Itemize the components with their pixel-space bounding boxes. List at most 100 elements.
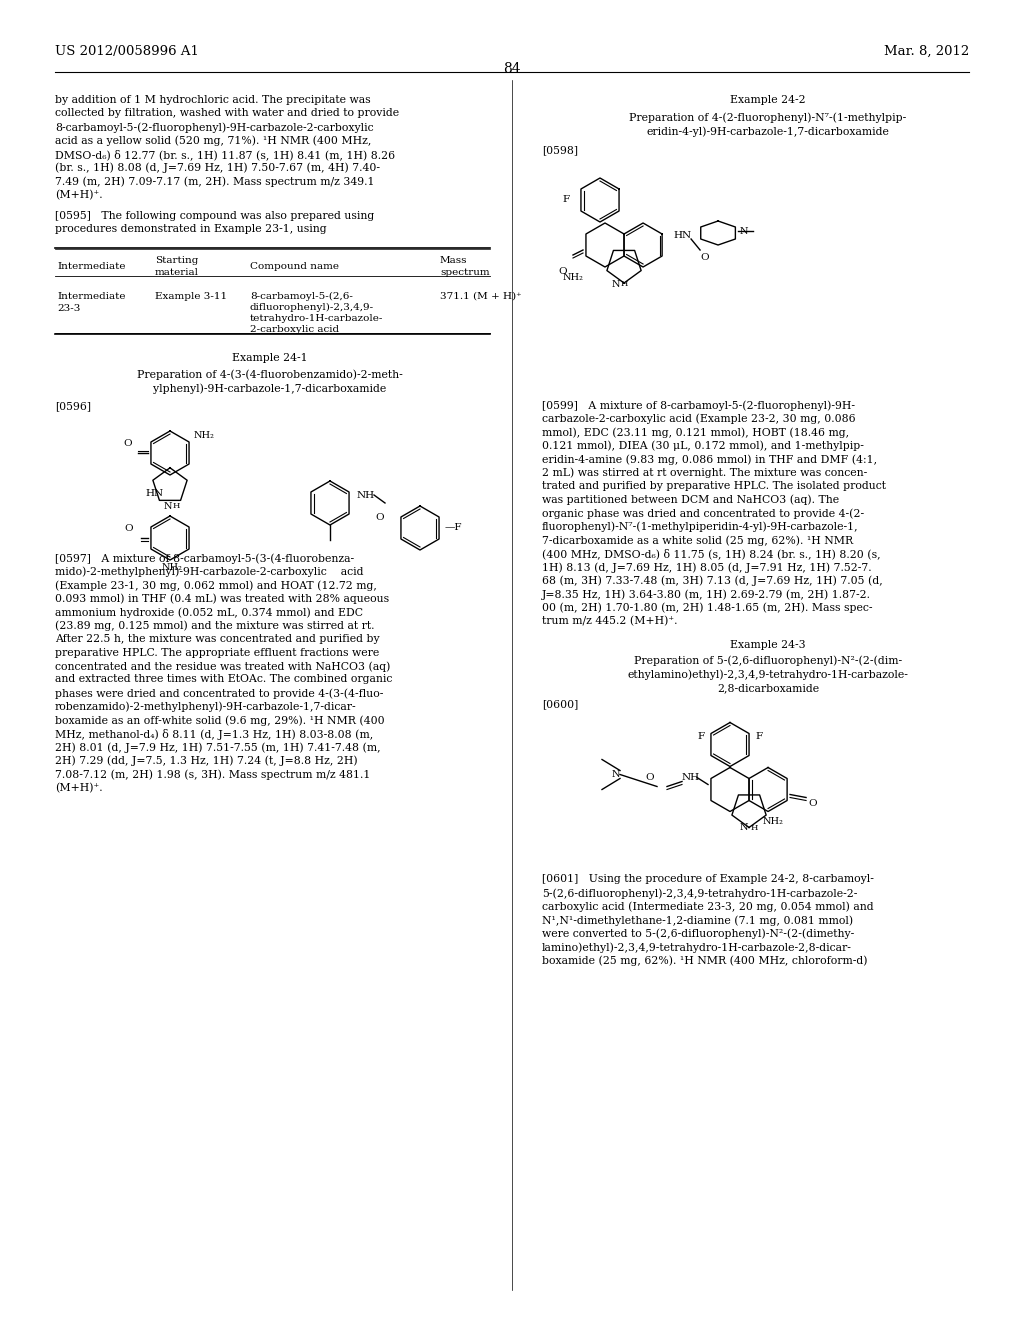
Text: fluorophenyl)-N⁷-(1-methylpiperidin-4-yl)-9H-carbazole-1,: fluorophenyl)-N⁷-(1-methylpiperidin-4-yl… bbox=[542, 521, 859, 532]
Text: 0.121 mmol), DIEA (30 μL, 0.172 mmol), and 1-methylpip-: 0.121 mmol), DIEA (30 μL, 0.172 mmol), a… bbox=[542, 441, 864, 451]
Text: [0595]   The following compound was also prepared using: [0595] The following compound was also p… bbox=[55, 211, 374, 220]
Text: were converted to 5-(2,6-difluorophenyl)-N²-(2-(dimethy-: were converted to 5-(2,6-difluorophenyl)… bbox=[542, 928, 854, 939]
Text: Example 3-11: Example 3-11 bbox=[155, 292, 227, 301]
Text: Mar. 8, 2012: Mar. 8, 2012 bbox=[884, 45, 969, 58]
Text: 7.08-7.12 (m, 2H) 1.98 (s, 3H). Mass spectrum m/z 481.1: 7.08-7.12 (m, 2H) 1.98 (s, 3H). Mass spe… bbox=[55, 770, 371, 780]
Text: DMSO-d₆) δ 12.77 (br. s., 1H) 11.87 (s, 1H) 8.41 (m, 1H) 8.26: DMSO-d₆) δ 12.77 (br. s., 1H) 11.87 (s, … bbox=[55, 149, 395, 160]
Text: trated and purified by preparative HPLC. The isolated product: trated and purified by preparative HPLC.… bbox=[542, 480, 886, 491]
Text: boxamide (25 mg, 62%). ¹H NMR (400 MHz, chloroform-d): boxamide (25 mg, 62%). ¹H NMR (400 MHz, … bbox=[542, 956, 867, 966]
Text: Starting: Starting bbox=[155, 256, 199, 265]
Text: (M+H)⁺.: (M+H)⁺. bbox=[55, 190, 102, 199]
Text: Example 24-2: Example 24-2 bbox=[730, 95, 806, 106]
Text: (M+H)⁺.: (M+H)⁺. bbox=[55, 783, 102, 793]
Text: H: H bbox=[621, 280, 628, 288]
Text: Preparation of 4-(2-fluorophenyl)-N⁷-(1-methylpip-: Preparation of 4-(2-fluorophenyl)-N⁷-(1-… bbox=[630, 112, 906, 123]
Text: N: N bbox=[611, 280, 620, 289]
Text: (400 MHz, DMSO-d₆) δ 11.75 (s, 1H) 8.24 (br. s., 1H) 8.20 (s,: (400 MHz, DMSO-d₆) δ 11.75 (s, 1H) 8.24 … bbox=[542, 549, 881, 560]
Text: O: O bbox=[808, 800, 817, 808]
Text: NH₂: NH₂ bbox=[194, 430, 215, 440]
Text: 68 (m, 3H) 7.33-7.48 (m, 3H) 7.13 (d, J=7.69 Hz, 1H) 7.05 (d,: 68 (m, 3H) 7.33-7.48 (m, 3H) 7.13 (d, J=… bbox=[542, 576, 883, 586]
Text: 2 mL) was stirred at rt overnight. The mixture was concen-: 2 mL) was stirred at rt overnight. The m… bbox=[542, 467, 867, 478]
Text: 8-carbamoyl-5-(2-fluorophenyl)-9H-carbazole-2-carboxylic: 8-carbamoyl-5-(2-fluorophenyl)-9H-carbaz… bbox=[55, 121, 374, 132]
Text: [0599]   A mixture of 8-carbamoyl-5-(2-fluorophenyl)-9H-: [0599] A mixture of 8-carbamoyl-5-(2-flu… bbox=[542, 400, 855, 411]
Text: concentrated and the residue was treated with NaHCO3 (aq): concentrated and the residue was treated… bbox=[55, 661, 390, 672]
Text: O: O bbox=[646, 772, 654, 781]
Text: 2H) 7.29 (dd, J=7.5, 1.3 Hz, 1H) 7.24 (t, J=8.8 Hz, 2H): 2H) 7.29 (dd, J=7.5, 1.3 Hz, 1H) 7.24 (t… bbox=[55, 755, 357, 766]
Text: 7-dicarboxamide as a white solid (25 mg, 62%). ¹H NMR: 7-dicarboxamide as a white solid (25 mg,… bbox=[542, 535, 853, 545]
Text: [0600]: [0600] bbox=[542, 700, 579, 710]
Text: Example 24-3: Example 24-3 bbox=[730, 639, 806, 649]
Text: 00 (m, 2H) 1.70-1.80 (m, 2H) 1.48-1.65 (m, 2H). Mass spec-: 00 (m, 2H) 1.70-1.80 (m, 2H) 1.48-1.65 (… bbox=[542, 602, 872, 612]
Text: ylphenyl)-9H-carbazole-1,7-dicarboxamide: ylphenyl)-9H-carbazole-1,7-dicarboxamide bbox=[154, 383, 387, 393]
Text: organic phase was dried and concentrated to provide 4-(2-: organic phase was dried and concentrated… bbox=[542, 508, 864, 519]
Text: by addition of 1 M hydrochloric acid. The precipitate was: by addition of 1 M hydrochloric acid. Th… bbox=[55, 95, 371, 106]
Text: O: O bbox=[124, 440, 132, 447]
Text: 371.1 (M + H)⁺: 371.1 (M + H)⁺ bbox=[440, 292, 521, 301]
Text: NH: NH bbox=[682, 774, 700, 781]
Text: and extracted three times with EtOAc. The combined organic: and extracted three times with EtOAc. Th… bbox=[55, 675, 392, 685]
Text: F: F bbox=[755, 733, 762, 741]
Text: acid as a yellow solid (520 mg, 71%). ¹H NMR (400 MHz,: acid as a yellow solid (520 mg, 71%). ¹H… bbox=[55, 136, 372, 147]
Text: NH: NH bbox=[357, 491, 375, 499]
Text: 2-carboxylic acid: 2-carboxylic acid bbox=[250, 325, 339, 334]
Text: mmol), EDC (23.11 mg, 0.121 mmol), HOBT (18.46 mg,: mmol), EDC (23.11 mg, 0.121 mmol), HOBT … bbox=[542, 426, 849, 437]
Text: tetrahydro-1H-carbazole-: tetrahydro-1H-carbazole- bbox=[250, 314, 383, 323]
Text: eridin-4-amine (9.83 mg, 0.086 mmol) in THF and DMF (4:1,: eridin-4-amine (9.83 mg, 0.086 mmol) in … bbox=[542, 454, 878, 465]
Text: H: H bbox=[172, 502, 179, 510]
Text: (23.89 mg, 0.125 mmol) and the mixture was stirred at rt.: (23.89 mg, 0.125 mmol) and the mixture w… bbox=[55, 620, 375, 631]
Text: [0597]   A mixture of 8-carbamoyl-5-(3-(4-fluorobenza-: [0597] A mixture of 8-carbamoyl-5-(3-(4-… bbox=[55, 553, 354, 564]
Text: HN: HN bbox=[673, 231, 691, 239]
Text: Intermediate: Intermediate bbox=[57, 292, 126, 301]
Text: lamino)ethyl)-2,3,4,9-tetrahydro-1H-carbazole-2,8-dicar-: lamino)ethyl)-2,3,4,9-tetrahydro-1H-carb… bbox=[542, 942, 852, 953]
Text: material: material bbox=[155, 268, 199, 277]
Text: F: F bbox=[698, 733, 705, 741]
Text: 23-3: 23-3 bbox=[57, 304, 80, 313]
Text: phases were dried and concentrated to provide 4-(3-(4-fluo-: phases were dried and concentrated to pr… bbox=[55, 688, 383, 698]
Text: Intermediate: Intermediate bbox=[57, 261, 126, 271]
Text: Compound name: Compound name bbox=[250, 261, 339, 271]
Text: spectrum: spectrum bbox=[440, 268, 489, 277]
Text: carbazole-2-carboxylic acid (Example 23-2, 30 mg, 0.086: carbazole-2-carboxylic acid (Example 23-… bbox=[542, 413, 856, 424]
Text: eridin-4-yl)-9H-carbazole-1,7-dicarboxamide: eridin-4-yl)-9H-carbazole-1,7-dicarboxam… bbox=[646, 125, 890, 136]
Text: 2H) 8.01 (d, J=7.9 Hz, 1H) 7.51-7.55 (m, 1H) 7.41-7.48 (m,: 2H) 8.01 (d, J=7.9 Hz, 1H) 7.51-7.55 (m,… bbox=[55, 742, 381, 752]
Text: O: O bbox=[125, 524, 133, 533]
Text: ethylamino)ethyl)-2,3,4,9-tetrahydro-1H-carbazole-: ethylamino)ethyl)-2,3,4,9-tetrahydro-1H-… bbox=[628, 669, 908, 680]
Text: Preparation of 4-(3-(4-fluorobenzamido)-2-meth-: Preparation of 4-(3-(4-fluorobenzamido)-… bbox=[137, 370, 402, 380]
Text: ammonium hydroxide (0.052 mL, 0.374 mmol) and EDC: ammonium hydroxide (0.052 mL, 0.374 mmol… bbox=[55, 607, 362, 618]
Text: J=8.35 Hz, 1H) 3.64-3.80 (m, 1H) 2.69-2.79 (m, 2H) 1.87-2.: J=8.35 Hz, 1H) 3.64-3.80 (m, 1H) 2.69-2.… bbox=[542, 589, 871, 599]
Text: HN: HN bbox=[145, 488, 163, 498]
Text: N: N bbox=[740, 227, 749, 235]
Text: N: N bbox=[611, 770, 620, 779]
Text: 8-carbamoyl-5-(2,6-: 8-carbamoyl-5-(2,6- bbox=[250, 292, 353, 301]
Text: F: F bbox=[563, 195, 570, 205]
Text: N: N bbox=[164, 502, 172, 511]
Text: robenzamido)-2-methylphenyl)-9H-carbazole-1,7-dicar-: robenzamido)-2-methylphenyl)-9H-carbazol… bbox=[55, 701, 356, 711]
Text: procedures demonstrated in Example 23-1, using: procedures demonstrated in Example 23-1,… bbox=[55, 224, 327, 235]
Text: —F: —F bbox=[445, 524, 463, 532]
Text: 7.49 (m, 2H) 7.09-7.17 (m, 2H). Mass spectrum m/z 349.1: 7.49 (m, 2H) 7.09-7.17 (m, 2H). Mass spe… bbox=[55, 176, 375, 186]
Text: 2,8-dicarboxamide: 2,8-dicarboxamide bbox=[717, 684, 819, 693]
Text: (br. s., 1H) 8.08 (d, J=7.69 Hz, 1H) 7.50-7.67 (m, 4H) 7.40-: (br. s., 1H) 8.08 (d, J=7.69 Hz, 1H) 7.5… bbox=[55, 162, 380, 173]
Text: [0596]: [0596] bbox=[55, 401, 91, 411]
Text: Example 24-1: Example 24-1 bbox=[232, 352, 308, 363]
Text: collected by filtration, washed with water and dried to provide: collected by filtration, washed with wat… bbox=[55, 108, 399, 119]
Text: 5-(2,6-difluorophenyl)-2,3,4,9-tetrahydro-1H-carbazole-2-: 5-(2,6-difluorophenyl)-2,3,4,9-tetrahydr… bbox=[542, 888, 857, 899]
Text: Preparation of 5-(2,6-difluorophenyl)-N²-(2-(dim-: Preparation of 5-(2,6-difluorophenyl)-N²… bbox=[634, 656, 902, 667]
Text: was partitioned between DCM and NaHCO3 (aq). The: was partitioned between DCM and NaHCO3 (… bbox=[542, 495, 839, 506]
Text: NH₂: NH₂ bbox=[162, 564, 182, 572]
Text: trum m/z 445.2 (M+H)⁺.: trum m/z 445.2 (M+H)⁺. bbox=[542, 616, 678, 626]
Text: 84: 84 bbox=[503, 62, 521, 77]
Text: O: O bbox=[700, 253, 709, 261]
Text: (Example 23-1, 30 mg, 0.062 mmol) and HOAT (12.72 mg,: (Example 23-1, 30 mg, 0.062 mmol) and HO… bbox=[55, 579, 377, 590]
Text: MHz, methanol-d₄) δ 8.11 (d, J=1.3 Hz, 1H) 8.03-8.08 (m,: MHz, methanol-d₄) δ 8.11 (d, J=1.3 Hz, 1… bbox=[55, 729, 374, 739]
Text: H: H bbox=[751, 824, 758, 832]
Text: NH₂: NH₂ bbox=[763, 817, 783, 825]
Text: After 22.5 h, the mixture was concentrated and purified by: After 22.5 h, the mixture was concentrat… bbox=[55, 634, 380, 644]
Text: N: N bbox=[739, 824, 749, 833]
Text: [0601]   Using the procedure of Example 24-2, 8-carbamoyl-: [0601] Using the procedure of Example 24… bbox=[542, 874, 873, 884]
Text: [0598]: [0598] bbox=[542, 145, 578, 154]
Text: N¹,N¹-dimethylethane-1,2-diamine (7.1 mg, 0.081 mmol): N¹,N¹-dimethylethane-1,2-diamine (7.1 mg… bbox=[542, 915, 853, 925]
Text: mido)-2-methylphenyl)-9H-carbazole-2-carboxylic    acid: mido)-2-methylphenyl)-9H-carbazole-2-car… bbox=[55, 566, 364, 577]
Text: difluorophenyl)-2,3,4,9-: difluorophenyl)-2,3,4,9- bbox=[250, 304, 374, 312]
Text: carboxylic acid (Intermediate 23-3, 20 mg, 0.054 mmol) and: carboxylic acid (Intermediate 23-3, 20 m… bbox=[542, 902, 873, 912]
